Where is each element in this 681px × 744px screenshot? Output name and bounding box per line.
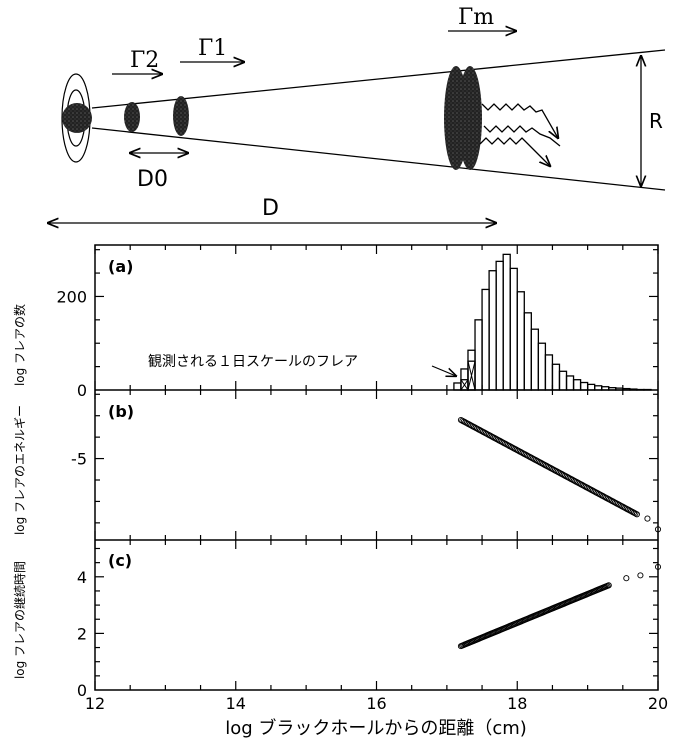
x-tick-label: 12 <box>85 694 105 713</box>
observed-flare-bar <box>467 360 476 391</box>
y-tick-label: 0 <box>77 381 87 400</box>
emission-zigzags <box>479 103 561 166</box>
histogram-bar <box>495 260 504 391</box>
x-axis-label: log ブラックホールからの距離（cm) <box>225 717 527 739</box>
histogram-bar <box>474 319 483 391</box>
observed-flare-hatch <box>460 379 469 391</box>
histogram-bar <box>594 385 603 391</box>
gamma-m-label: Γm <box>458 5 494 30</box>
histogram-bar <box>481 288 490 391</box>
jet-schematic: Γ2 Γ1 Γm D0 D R <box>48 5 666 223</box>
d0-label: D0 <box>137 167 168 192</box>
observed-flare-annotation: 観測される１日スケールのフレア <box>148 353 456 376</box>
histogram-bar <box>608 387 617 391</box>
histogram-bar <box>629 388 638 391</box>
histogram-bar <box>509 267 518 391</box>
duration-point <box>605 582 612 589</box>
histogram-bar <box>572 379 582 391</box>
black-hole-disk <box>61 73 92 163</box>
y-tick-label: 200 <box>56 287 87 306</box>
x-tick-label: 16 <box>366 694 386 713</box>
y-tick-label: 0 <box>77 681 87 700</box>
blob-small-2 <box>173 96 189 136</box>
panel-a-tag: (a) <box>108 257 133 276</box>
blob-large-group <box>444 66 482 170</box>
observed-flare-pointer <box>431 365 456 376</box>
histogram-bar <box>488 270 497 391</box>
histogram-bar <box>615 387 624 391</box>
histogram-bar <box>579 381 589 391</box>
histogram-bar <box>586 383 596 391</box>
histogram-bar <box>516 291 525 391</box>
histogram-bar <box>551 363 561 391</box>
observed-flare-label: 観測される１日スケールのフレア <box>148 353 358 370</box>
histogram-bar <box>565 375 575 391</box>
panels-border <box>94 244 659 691</box>
energy-point <box>633 511 640 518</box>
x-tick-label: 20 <box>648 694 668 713</box>
d-label: D <box>262 196 279 221</box>
panel-a-ylabel: log フレアの数 <box>12 304 27 386</box>
gamma2-label: Γ2 <box>130 48 159 73</box>
jet-cone-lower-edge <box>91 127 666 191</box>
axis-ticks: 0 200 -5 0 2 4 12 14 16 18 20 <box>56 245 668 713</box>
panel-b-ylabel: log フレアのエネルギー <box>13 405 27 535</box>
histogram-bar <box>530 328 540 391</box>
panel-c-tag: (c) <box>108 551 132 570</box>
panel-b-tag: (b) <box>108 402 134 421</box>
histogram-bar <box>502 253 511 391</box>
jet-cone-upper-edge <box>91 49 666 109</box>
histogram-bar <box>453 382 462 391</box>
panel-c-ylabel: log フレアの継続時間 <box>12 561 27 679</box>
histogram-bar <box>601 386 610 391</box>
histogram-marks <box>453 253 652 391</box>
histogram-bar <box>558 370 568 391</box>
histogram-bar <box>537 342 547 391</box>
y-tick-label: 4 <box>77 568 87 587</box>
histogram-bar <box>523 312 532 391</box>
observed-flare-hatch <box>467 361 476 391</box>
duration-point <box>654 563 662 570</box>
gamma1-label: Γ1 <box>198 36 227 61</box>
y-tick-label: 2 <box>77 624 87 643</box>
r-label: R <box>649 109 663 133</box>
histogram-bar <box>544 354 554 391</box>
energy-point <box>644 515 651 522</box>
x-tick-label: 18 <box>507 694 527 713</box>
duration-point <box>623 575 630 582</box>
y-tick-label: -5 <box>71 450 87 469</box>
duration-point <box>637 572 644 579</box>
energy-scatter-marks <box>457 416 662 533</box>
panels-frame <box>94 244 659 691</box>
x-tick-label: 14 <box>226 694 246 713</box>
blob-small-1 <box>124 102 140 132</box>
duration-scatter-marks <box>457 563 662 650</box>
